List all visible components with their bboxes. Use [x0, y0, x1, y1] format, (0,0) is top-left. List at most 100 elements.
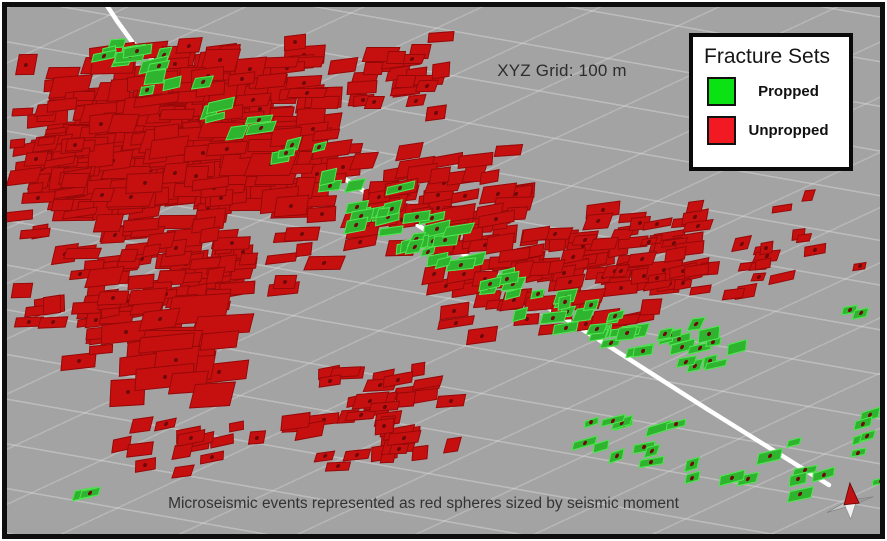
fracture-unpropped [205, 140, 249, 157]
microseismic-event-dot [488, 281, 493, 288]
microseismic-event-dot [431, 271, 437, 277]
microseismic-event-dot [861, 421, 866, 427]
fracture-unpropped [342, 448, 371, 462]
microseismic-event-dot [623, 331, 629, 336]
fracture-propped [614, 326, 638, 342]
fracture-unpropped [272, 274, 298, 289]
fracture-unpropped [772, 203, 793, 214]
fracture-unpropped [199, 330, 240, 352]
microseismic-event-dot [357, 412, 364, 418]
fracture-unpropped [189, 381, 236, 409]
microseismic-event-dot [569, 255, 575, 260]
fracture-unpropped [750, 272, 767, 282]
microseismic-event-dot [613, 313, 619, 320]
microseismic-event-dot [110, 295, 116, 301]
microseismic-event-dot [173, 357, 179, 362]
microseismic-event-dot [396, 447, 402, 452]
scene-3d-viewport[interactable]: XYZ Grid: 100 m Microseismic events repr… [7, 7, 880, 534]
fracture-unpropped [174, 37, 203, 55]
microseismic-event-dot [301, 81, 306, 86]
microseismic-event-dot [327, 183, 333, 188]
microseismic-event-dot [695, 223, 701, 228]
microseismic-event-dot [448, 398, 454, 404]
microseismic-event-dot [638, 257, 645, 262]
microseismic-event-dot [614, 453, 620, 460]
microseismic-event-dot [433, 110, 439, 116]
fracture-unpropped [754, 257, 771, 271]
microseismic-event-dot [414, 215, 420, 220]
microseismic-event-dot [299, 232, 305, 237]
microseismic-event-dot [494, 216, 499, 222]
fracture-unpropped [319, 374, 343, 389]
microseismic-event-dot [595, 219, 602, 224]
microseismic-event-dot [125, 389, 130, 395]
microseismic-event-dot [215, 370, 221, 375]
fracture-unpropped [479, 169, 500, 186]
microseismic-event-dot [258, 125, 264, 131]
microseismic-event-dot [552, 231, 558, 236]
microseismic-event-dot [707, 332, 712, 338]
microseismic-event-dot [562, 325, 568, 331]
microseismic-event-dot [94, 317, 99, 322]
microseismic-event-dot [284, 150, 289, 156]
microseismic-event-dot [458, 262, 464, 267]
legend-label: Propped [758, 83, 819, 100]
fracture-unpropped [582, 212, 615, 231]
microseismic-event-dot [600, 207, 605, 212]
fracture-unpropped [689, 284, 713, 297]
microseismic-event-dot [247, 65, 253, 71]
microseismic-event-dot [224, 146, 230, 151]
microseismic-event-dot [401, 435, 407, 441]
microseismic-event-dot [582, 440, 588, 446]
microseismic-event-dot [739, 240, 745, 246]
microseismic-event-dot [143, 462, 149, 468]
microseismic-event-dot [209, 454, 214, 460]
microseismic-event-dot [436, 205, 441, 211]
legend-swatch-unpropped [707, 116, 736, 145]
microseismic-event-dot [689, 461, 695, 468]
fracture-unpropped [135, 457, 157, 473]
fracture-unpropped [388, 443, 410, 455]
microseismic-event-dot [729, 475, 734, 481]
microseismic-event-dot [424, 83, 430, 88]
fracture-unpropped [803, 243, 827, 258]
fracture-propped [632, 344, 655, 359]
microseismic-event-dot [376, 194, 382, 200]
fracture-unpropped [88, 343, 114, 356]
microseismic-event-dot [288, 203, 294, 209]
microseismic-event-dot [304, 90, 310, 95]
microseismic-event-dot [654, 275, 660, 281]
microseismic-event-dot [693, 321, 700, 327]
microseismic-event-dot [454, 320, 459, 326]
microseismic-event-dot [436, 192, 441, 198]
microseismic-event-dot [812, 248, 818, 254]
fracture-unpropped [228, 420, 244, 433]
microseismic-event-dot [321, 260, 328, 265]
microseismic-event-dot [382, 423, 387, 429]
fracture-unpropped [589, 236, 619, 252]
microseismic-event-dot [649, 459, 654, 465]
fracture-propped [582, 298, 600, 312]
microseismic-event-dot [857, 311, 864, 317]
microseismic-event-dot [495, 191, 501, 197]
fracture-unpropped [27, 181, 44, 194]
fracture-propped [851, 307, 870, 321]
fracture-unpropped [465, 325, 498, 346]
fracture-unpropped [11, 107, 35, 117]
fracture-propped [850, 447, 867, 458]
microseismic-event-dot [461, 271, 467, 277]
fracture-propped [583, 416, 599, 428]
microseismic-event-dot [795, 476, 800, 482]
fracture-propped [557, 293, 573, 311]
microseismic-event-dot [218, 58, 224, 63]
fracture-unpropped [374, 417, 394, 435]
microseismic-event-dot [144, 88, 150, 94]
microseismic-event-dot [193, 174, 199, 179]
microseismic-event-dot [124, 329, 129, 335]
microseismic-event-dot [593, 326, 600, 332]
microseismic-event-dot [315, 171, 320, 176]
microseismic-event-dot [163, 421, 169, 427]
microseismic-event-dot [618, 268, 624, 273]
north-compass-icon [826, 481, 874, 520]
fracture-unpropped [307, 205, 338, 223]
